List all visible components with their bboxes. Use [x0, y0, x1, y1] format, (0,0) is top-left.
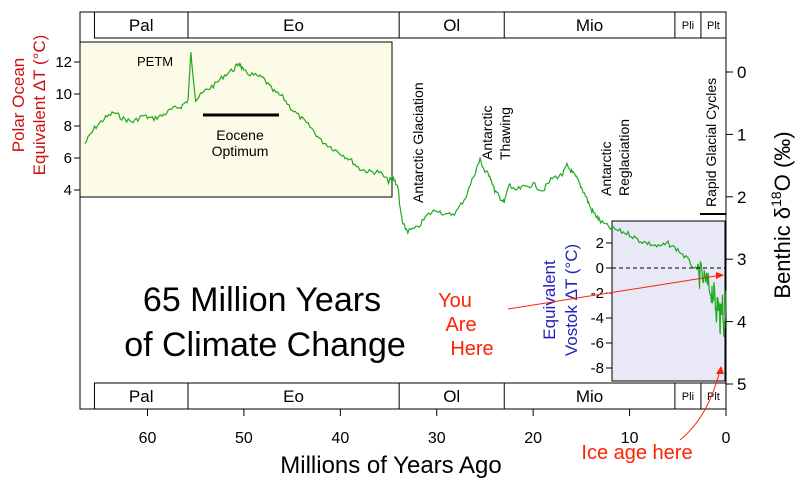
y-tick-label: 2 — [737, 188, 746, 207]
y-tick-label: 5 — [737, 375, 746, 394]
vostok-tick-label: 0 — [596, 260, 604, 277]
vostok-tick-label: -8 — [591, 360, 604, 377]
y-axis-right: 0 1 2 3 4 5 — [726, 63, 746, 394]
epoch-bar-frame — [93, 382, 727, 410]
epoch-label-mio: Mio — [576, 387, 603, 406]
epoch-bar-bottom: Pal Eo Ol Mio Pli Plt — [93, 382, 727, 410]
you-are-here-arrowhead — [716, 272, 724, 279]
vostok-inset — [611, 220, 726, 382]
x-tick-label: 0 — [722, 430, 731, 447]
epoch-label-ol: Ol — [443, 16, 460, 35]
polar-inset-label-line1: Polar Ocean — [9, 58, 28, 153]
polar-tick-label: 4 — [64, 182, 72, 199]
x-axis: 60 50 40 30 20 10 0 — [139, 409, 731, 447]
event-antarctic-reglaciation-line2: Reglaciation — [616, 119, 632, 196]
epoch-label-plt: Plt — [707, 20, 720, 32]
vostok-tick-label: -6 — [591, 335, 604, 352]
y-axis-label-sup: 18 — [768, 191, 784, 207]
vostok-tick-label: -2 — [591, 285, 604, 302]
chart-title-line2: of Climate Change — [124, 326, 406, 364]
epoch-label-pli: Pli — [682, 391, 694, 403]
you-are-here-arrow — [507, 274, 723, 310]
x-tick-label: 40 — [331, 430, 349, 447]
epoch-bar-frame — [93, 11, 727, 39]
eocene-label-line1: Eocene — [216, 127, 264, 143]
chart-title-line1: 65 Million Years — [143, 281, 381, 319]
event-antarctic-glaciation: Antarctic Glaciation — [410, 82, 426, 203]
event-antarctic-thawing-line2: Thawing — [497, 107, 513, 160]
polar-inset-label-line2: Equivalent ΔT (°C) — [30, 35, 49, 176]
y-axis-label: Benthic δ18O (‰) — [768, 131, 795, 298]
x-tick-label: 30 — [428, 430, 446, 447]
you-are-here-line3: Here — [450, 338, 493, 360]
epoch-label-pli: Pli — [682, 20, 694, 32]
polar-tick-label: 6 — [64, 150, 72, 167]
vostok-tick-label: -4 — [591, 310, 604, 327]
x-tick-label: 20 — [524, 430, 542, 447]
y-tick-label: 3 — [737, 250, 746, 269]
y-tick-label: 4 — [737, 313, 746, 332]
x-tick-label: 50 — [235, 430, 253, 447]
epoch-bar-top: Pal Eo Ol Mio Pli Plt — [93, 11, 727, 39]
polar-tick-label: 10 — [55, 86, 72, 103]
eocene-label-line2: Optimum — [212, 143, 269, 159]
polar-inset-axis: 4 6 8 10 12 — [55, 54, 80, 199]
epoch-label-eo: Eo — [283, 16, 304, 35]
y-axis-label-part2: O (‰) — [770, 131, 795, 191]
event-antarctic-thawing-line1: Antarctic — [479, 106, 495, 160]
y-tick-label: 1 — [737, 125, 746, 144]
epoch-label-ol: Ol — [443, 387, 460, 406]
y-tick-label: 0 — [737, 63, 746, 82]
vostok-tick-label: 2 — [596, 235, 604, 252]
you-are-here-line2: Are — [445, 314, 476, 336]
you-are-here-line1: You — [438, 290, 472, 312]
vostok-inset-axis: 2 0 -2 -4 -6 -8 — [591, 235, 612, 377]
epoch-label-eo: Eo — [283, 387, 304, 406]
polar-tick-label: 8 — [64, 118, 72, 135]
vostok-inset-label-line2: Vostok ΔT (°C) — [562, 244, 581, 356]
epoch-label-mio: Mio — [576, 16, 603, 35]
x-tick-label: 10 — [621, 430, 639, 447]
polar-ocean-inset — [79, 41, 393, 198]
epoch-label-pal: Pal — [129, 387, 154, 406]
polar-tick-label: 12 — [55, 54, 72, 71]
ice-age-arrow — [679, 369, 721, 441]
x-axis-label: Millions of Years Ago — [280, 452, 501, 479]
petm-label: PETM — [137, 54, 173, 69]
event-rapid-glacial-cycles: Rapid Glacial Cycles — [703, 78, 719, 207]
series-line-delta18o — [84, 52, 727, 337]
y-axis-label-part1: Benthic δ — [770, 207, 795, 299]
event-antarctic-reglaciation-line1: Antarctic — [598, 142, 614, 196]
epoch-label-pal: Pal — [129, 16, 154, 35]
x-tick-label: 60 — [139, 430, 157, 447]
ice-age-arrowhead — [716, 366, 724, 374]
vostok-inset-label-line1: Equivalent — [540, 260, 559, 340]
ice-age-label: Ice age here — [581, 442, 692, 464]
